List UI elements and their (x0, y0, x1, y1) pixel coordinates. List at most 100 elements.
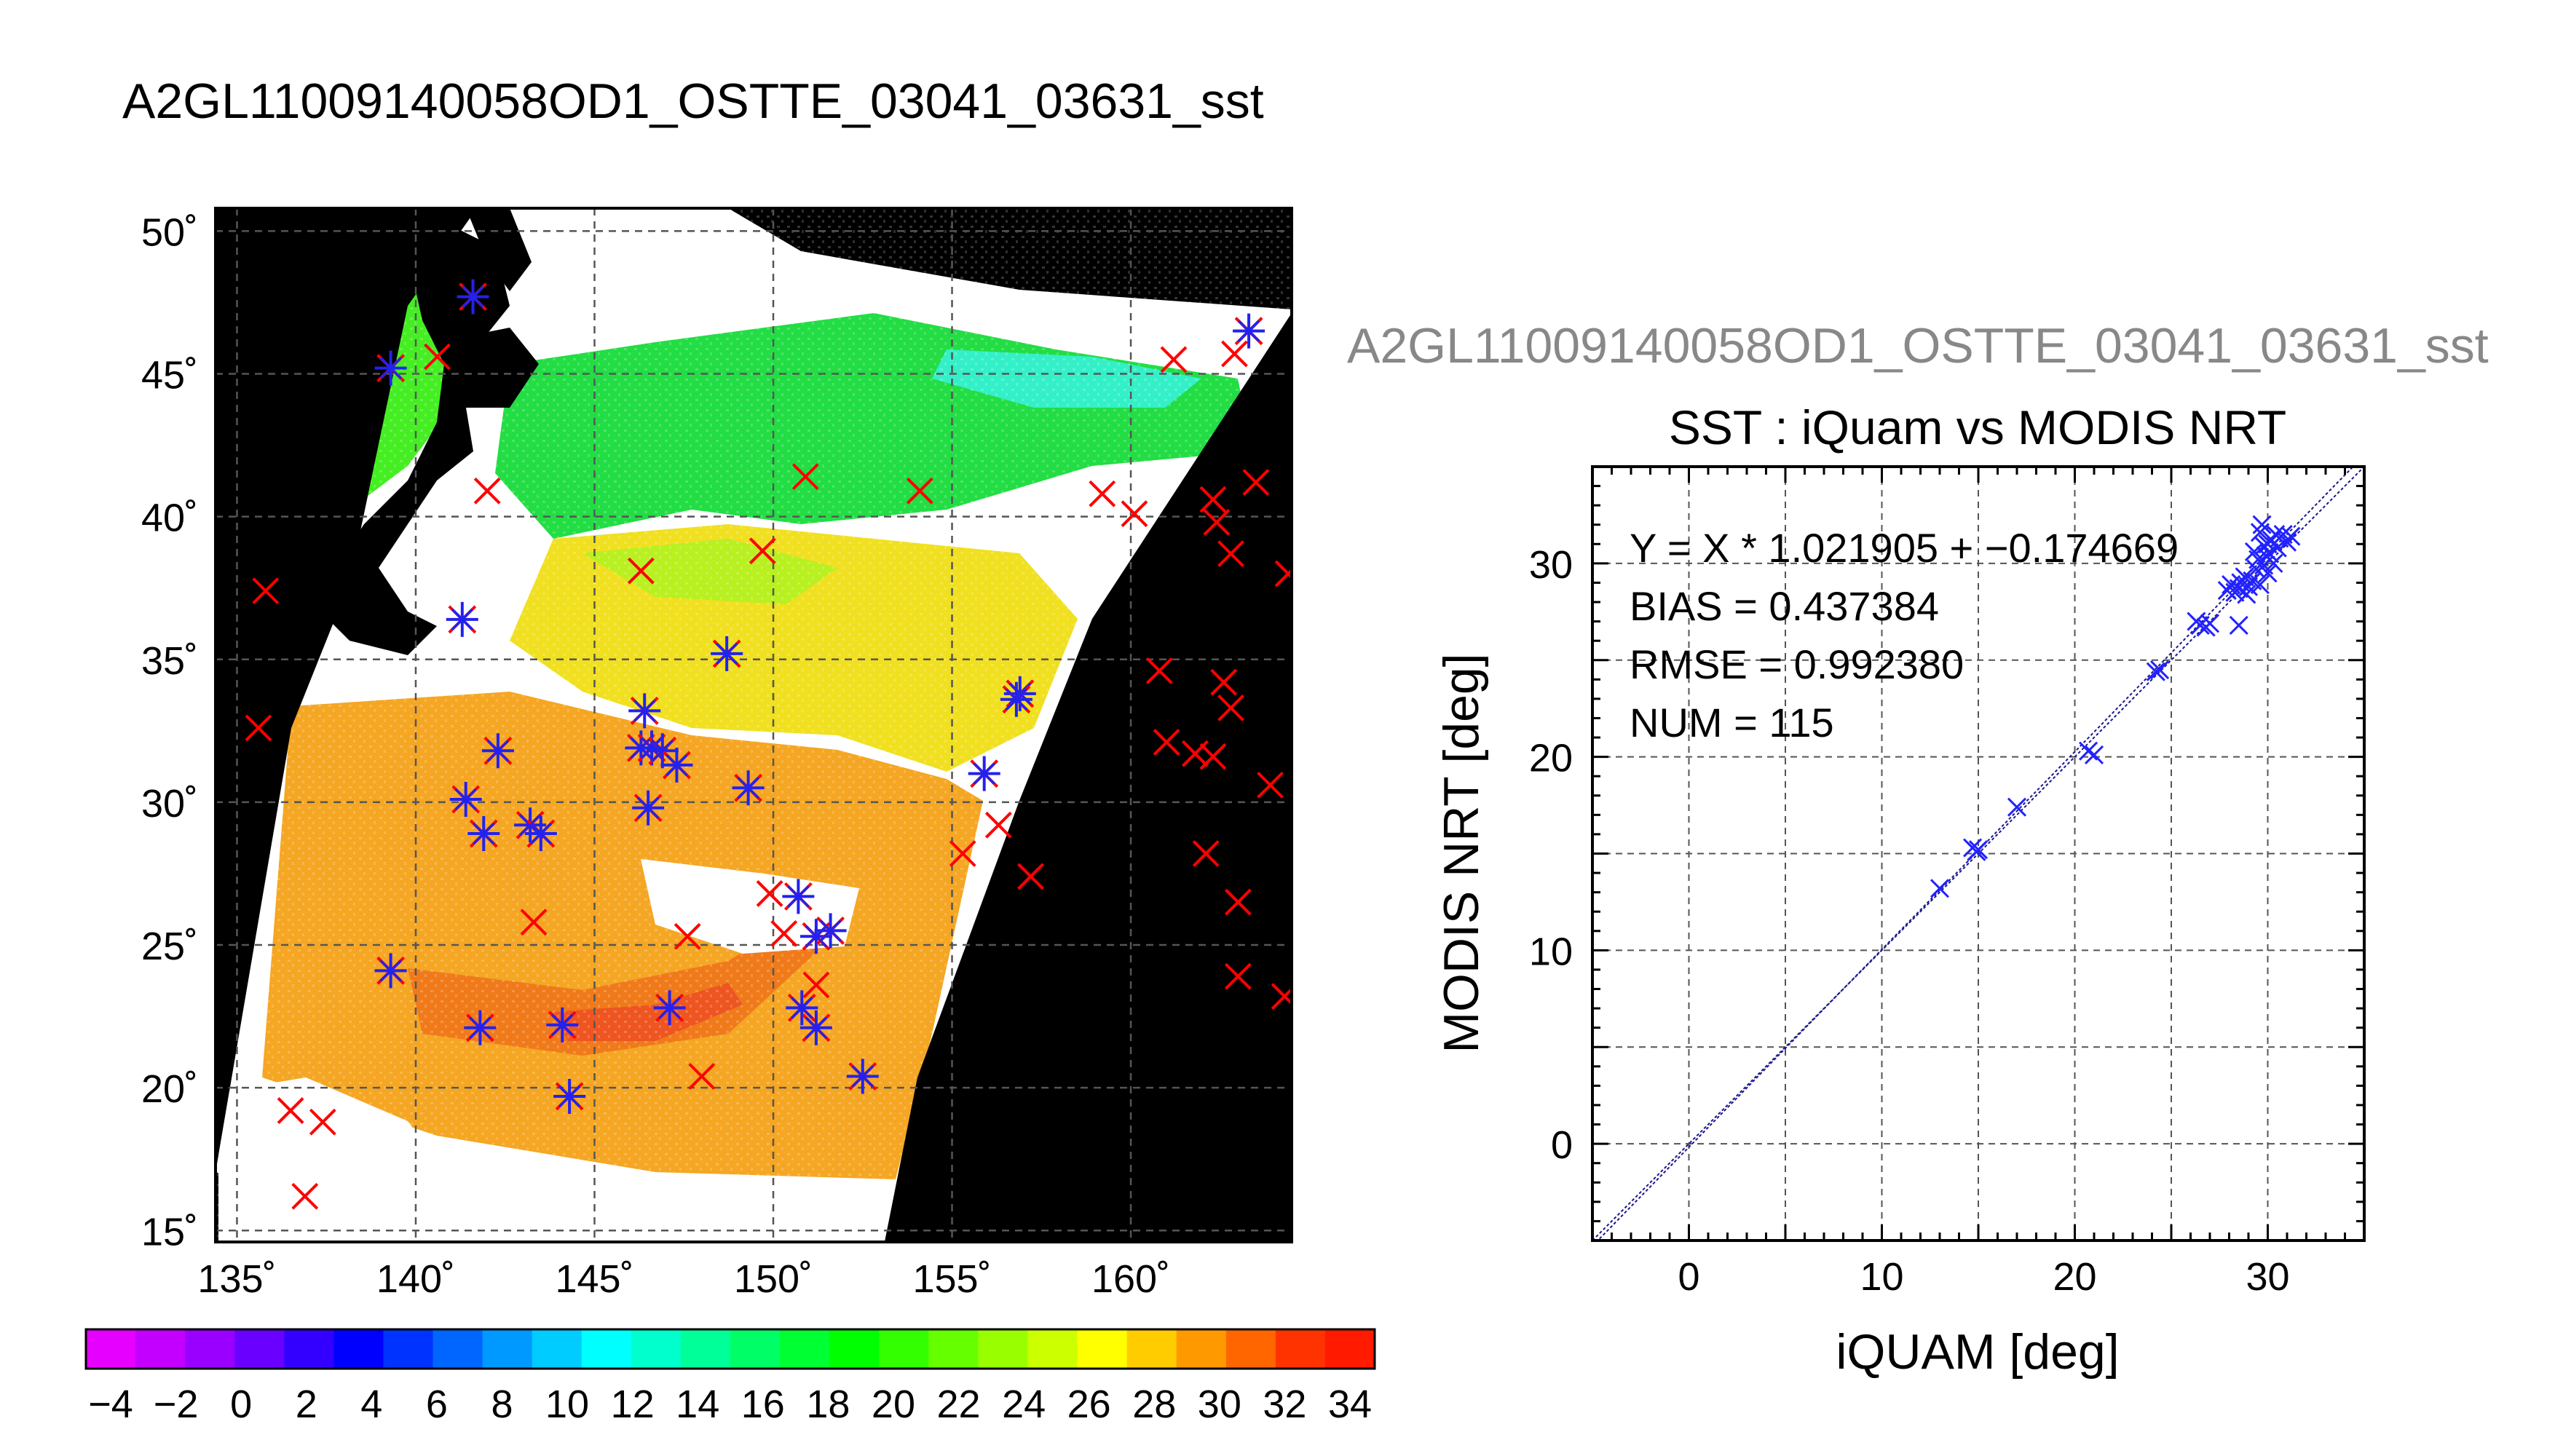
colorbar-tick-label: 20 (872, 1382, 915, 1426)
map-lon-tick-label: 155˚ (912, 1257, 991, 1301)
map-lat-tick-label: 30˚ (141, 782, 198, 826)
colorbar-cell (333, 1329, 384, 1369)
swath-edge-north (216, 208, 477, 1172)
colorbar-tick-labels: −4 −2 0 2 4 6 8 10 12 14 16 18 20 22 24 26 28 30 32 34 (88, 1382, 1372, 1426)
matched-buoy-marker (782, 879, 815, 914)
unmatched-buoy-marker (291, 1182, 319, 1210)
x-axis-label: iQUAM [deg] (1836, 1324, 2119, 1380)
colorbar-tick-label: −4 (88, 1382, 133, 1426)
unmatched-buoy-marker (627, 557, 655, 585)
scatter-point (1930, 879, 1950, 898)
colorbar-cell (1225, 1329, 1276, 1369)
map-lon-tick-label: 135˚ (197, 1257, 276, 1301)
matched-buoy-marker (632, 790, 665, 826)
scatter-point (2277, 532, 2297, 552)
colorbar-tick-label: 4 (360, 1382, 382, 1426)
colorbar-tick-label: 6 (426, 1382, 448, 1426)
unmatched-buoy-marker (1224, 962, 1252, 990)
unmatched-buoy-marker (252, 577, 280, 605)
matched-buoy-marker (374, 953, 407, 989)
unmatched-buoy-marker (770, 919, 798, 947)
scatter-plot: 0 10 20 30 0 10 20 30 Y = X * 1.021905 + −0.174… (1434, 465, 2366, 1380)
colorbar-tick-label: 24 (1002, 1382, 1046, 1426)
map-lat-tick-label: 15˚ (141, 1210, 198, 1254)
unmatched-buoy-marker (1160, 346, 1188, 373)
colorbar-cell (135, 1329, 186, 1369)
colorbar-cell (1077, 1329, 1128, 1369)
matched-buoy-marker (446, 601, 478, 637)
unmatched-buoy-marker (520, 909, 548, 936)
swath-edge-east (885, 313, 1292, 1242)
map-gridlines (216, 208, 1292, 1242)
colorbar-cell (1176, 1329, 1227, 1369)
matched-buoy-marker (481, 733, 514, 769)
num-label: NUM = 115 (1630, 700, 1834, 745)
colorbar-tick-label: 22 (936, 1382, 980, 1426)
matched-buoy-marker (968, 756, 1000, 791)
matched-buoy-marker (653, 990, 686, 1026)
unmatched-buoy-marker (688, 1063, 716, 1090)
colorbar-cell (383, 1329, 434, 1369)
matched-buoy-marker (1000, 681, 1032, 717)
scatter-point (2146, 662, 2165, 681)
unmatched-buoy-marker (309, 1108, 336, 1136)
unmatched-buoy-marker (1271, 983, 1292, 1010)
scatter-point (2084, 745, 2104, 765)
unmatched-buoy-marker (1221, 340, 1248, 368)
scatter-point (2252, 515, 2272, 534)
unmatched-buoy-marker (791, 463, 819, 491)
colorbar-cell (928, 1329, 979, 1369)
matched-buoy-marker (799, 1010, 832, 1045)
map-lat-tick-label: 35˚ (141, 639, 198, 683)
unmatched-buoy-marker (1224, 888, 1252, 916)
page-title: A2GL11009140058OD1_OSTTE_03041_03631_sst (122, 74, 1264, 129)
matched-buoy-marker (846, 1059, 879, 1094)
colorbar-cell (482, 1329, 533, 1369)
colorbar-tick-label: 14 (676, 1382, 719, 1426)
scatter-point (2254, 555, 2274, 575)
colorbar-cell (1324, 1329, 1375, 1369)
plot-ticks: 0 10 20 30 0 10 20 30 (1529, 465, 2366, 1299)
matched-buoy-marker (374, 350, 407, 386)
colorbar-cell (1275, 1329, 1326, 1369)
colorbar-tick-label: 10 (545, 1382, 589, 1426)
rmse-label: RMSE = 0.992380 (1630, 641, 1964, 687)
map-frame (214, 207, 1293, 1243)
scatter-point (2217, 581, 2237, 601)
map-lon-tick-label: 140˚ (376, 1257, 455, 1301)
colorbar-cell (581, 1329, 632, 1369)
plot-gridlines (1592, 467, 2364, 1241)
map-lat-tick-label: 45˚ (141, 354, 198, 397)
unmatched-buoy-marker (756, 880, 783, 907)
x-tick-label: 20 (2053, 1255, 2096, 1299)
scatter-point (2200, 614, 2220, 633)
colorbar-tick-label: −2 (154, 1382, 199, 1426)
map-lat-tick-label: 20˚ (141, 1067, 198, 1111)
scatter-point (2007, 797, 2027, 817)
land-japan (320, 218, 510, 655)
colorbar-cell (780, 1329, 830, 1369)
colorbar-cell (1126, 1329, 1177, 1369)
bias-label: BIAS = 0.437384 (1630, 583, 1939, 629)
map-lat-tick-label: 40˚ (141, 496, 198, 540)
unmatched-buoy-marker (1210, 668, 1238, 696)
y-tick-label: 20 (1529, 737, 1573, 780)
map-lat-tick-label: 25˚ (141, 925, 198, 968)
scatter-point (2078, 741, 2098, 761)
unmatched-buoy-marker (245, 714, 272, 742)
sst-map: 50˚ 45˚ 40˚ 35˚ 30˚ 25˚ 20˚ 15˚135˚ 140˚ 145˚ 150˚… (141, 207, 1293, 1301)
matched-buoy-marker (457, 279, 489, 314)
colorbar-cell (978, 1329, 1028, 1369)
unmatched-buoy-marker (1217, 540, 1244, 568)
y-tick-label: 30 (1529, 543, 1573, 587)
unmatched-buoy-marker (1274, 560, 1292, 587)
unmatched-buoy-marker (1145, 657, 1173, 684)
matched-buoy-marker (524, 816, 557, 852)
unmatched-buoy-marker (473, 477, 501, 505)
land-sakhalin (466, 208, 532, 291)
scatter-point (2250, 575, 2270, 595)
colorbar-tick-label: 16 (741, 1382, 785, 1426)
matched-buoy-marker (449, 781, 482, 817)
unmatched-buoy-marker (1192, 840, 1220, 867)
